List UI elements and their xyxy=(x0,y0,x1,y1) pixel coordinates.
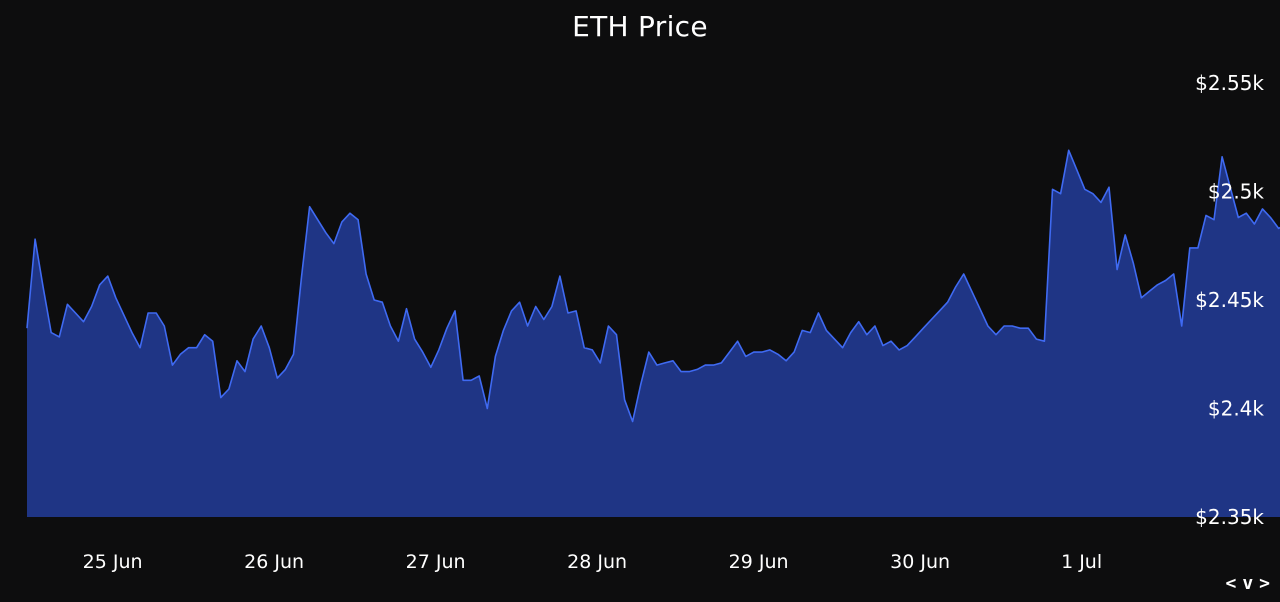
x-tick-label: 25 Jun xyxy=(83,551,143,573)
y-tick-label: $2.4k xyxy=(1208,397,1265,421)
prev-arrow-icon[interactable]: < xyxy=(1225,573,1237,594)
y-tick-label: $2.5k xyxy=(1208,180,1265,204)
y-tick-label: $2.55k xyxy=(1195,71,1264,95)
price-area-fill xyxy=(27,150,1280,517)
price-series-line xyxy=(26,149,1280,423)
y-tick-label: $2.45k xyxy=(1195,288,1264,312)
collapse-chevron-icon[interactable]: v xyxy=(1242,573,1254,594)
x-tick-label: 27 Jun xyxy=(406,551,466,573)
x-tick-label: 1 Jul xyxy=(1061,551,1102,573)
x-tick-label: 29 Jun xyxy=(729,551,789,573)
chart-nav: < v > xyxy=(1225,573,1270,594)
x-tick-label: 30 Jun xyxy=(890,551,950,573)
x-tick-label: 26 Jun xyxy=(244,551,304,573)
x-tick-label: 28 Jun xyxy=(567,551,627,573)
y-tick-label: $2.35k xyxy=(1195,505,1264,529)
next-arrow-icon[interactable]: > xyxy=(1259,573,1270,594)
chart-title: ETH Price xyxy=(572,10,708,43)
